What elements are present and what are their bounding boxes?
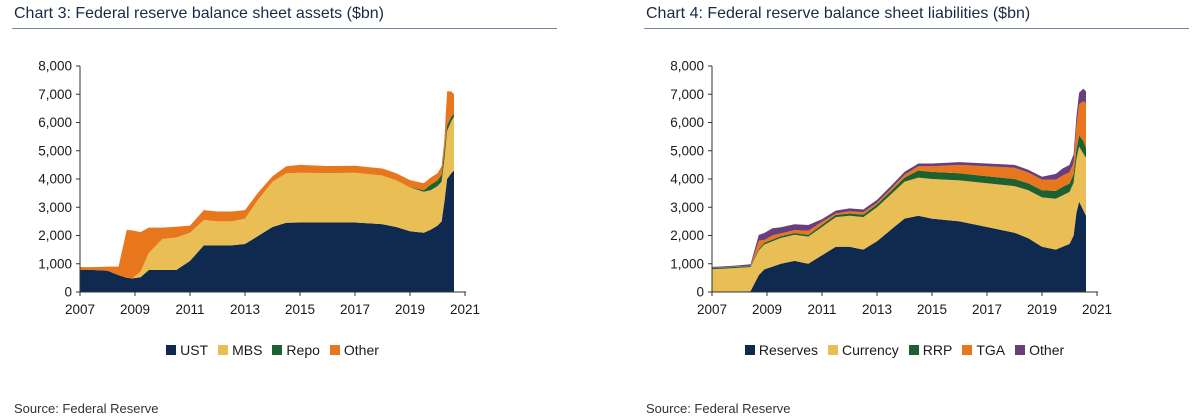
y-tick-label: 2,000	[38, 228, 72, 243]
y-tick-label: 4,000	[670, 172, 704, 187]
legend-item-reserves: Reserves	[744, 342, 818, 358]
legend-label: RRP	[922, 342, 953, 358]
legend-swatch	[1015, 345, 1026, 355]
x-tick-label: 2017	[972, 302, 1002, 317]
legend-item-other: Other	[1015, 342, 1064, 358]
x-tick-label: 2007	[697, 302, 727, 317]
area-series-reserves	[712, 201, 1086, 292]
x-tick-label: 2007	[65, 302, 95, 317]
y-tick-label: 0	[696, 285, 704, 300]
legend-item-repo: Repo	[272, 342, 320, 358]
legend-swatch	[272, 345, 283, 355]
area-series-mbs	[80, 116, 454, 279]
x-tick-label: 2015	[917, 302, 947, 317]
y-tick-label: 5,000	[670, 143, 704, 158]
source-note: Source: Federal Reserve	[646, 401, 791, 416]
x-tick-label: 2017	[340, 302, 370, 317]
liabilities-chart-panel: Chart 4: Federal reserve balance sheet l…	[632, 0, 1192, 420]
legend-label: MBS	[232, 342, 263, 358]
y-tick-label: 3,000	[38, 200, 72, 215]
chart-title: Chart 3: Federal reserve balance sheet a…	[14, 5, 384, 22]
chart-legend: Reserves Currency RRP TGA Other	[632, 342, 1177, 358]
legend-swatch	[329, 345, 340, 355]
legend-label: Other	[343, 342, 379, 358]
legend-swatch	[962, 345, 973, 355]
x-tick-label: 2019	[1027, 302, 1057, 317]
y-tick-label: 0	[64, 285, 72, 300]
assets-chart-panel: Chart 3: Federal reserve balance sheet a…	[0, 0, 560, 420]
source-note: Source: Federal Reserve	[14, 401, 159, 416]
y-tick-label: 8,000	[670, 59, 704, 74]
y-tick-label: 1,000	[38, 256, 72, 271]
legend-swatch	[908, 345, 919, 355]
x-tick-label: 2019	[395, 302, 425, 317]
liabilities-area-chart: 0 1,000 2,000 3,000 4,000 5,000 6,000 7,000 8,00…	[670, 59, 1112, 318]
legend-swatch	[827, 345, 838, 355]
y-tick-label: 7,000	[670, 87, 704, 102]
y-tick-label: 3,000	[670, 200, 704, 215]
legend-swatch	[218, 345, 229, 355]
legend-item-ust: UST	[166, 342, 208, 358]
x-tick-label: 2011	[807, 302, 836, 317]
area-series-currency	[712, 146, 1086, 292]
y-tick-label: 4,000	[38, 172, 72, 187]
legend-item-currency: Currency	[827, 342, 899, 358]
legend-label: Reserves	[758, 342, 818, 358]
assets-area-chart: 0 1,000 2,000 3,000 4,000 5,000 6,000 7,000 8,00…	[38, 59, 480, 318]
legend-label: Repo	[286, 342, 320, 358]
x-tick-label: 2013	[862, 302, 892, 317]
y-tick-label: 5,000	[38, 143, 72, 158]
y-tick-label: 1,000	[670, 256, 704, 271]
x-tick-label: 2021	[450, 302, 480, 317]
title-divider	[644, 28, 1189, 29]
legend-label: Currency	[841, 342, 899, 358]
y-tick-label: 2,000	[670, 228, 704, 243]
area-series-ust	[80, 170, 454, 292]
x-tick-label: 2015	[285, 302, 315, 317]
legend-swatch	[166, 345, 177, 355]
chart-legend: UST MBS Repo Other	[0, 342, 545, 358]
title-divider	[12, 28, 557, 29]
legend-item-rrp: RRP	[908, 342, 953, 358]
x-tick-label: 2021	[1082, 302, 1112, 317]
legend-item-other: Other	[329, 342, 379, 358]
area-series-other	[712, 88, 1086, 268]
legend-label: UST	[180, 342, 209, 358]
area-series-other	[80, 91, 454, 279]
chart-title: Chart 4: Federal reserve balance sheet l…	[646, 5, 1031, 22]
x-tick-label: 2013	[230, 302, 260, 317]
y-tick-label: 7,000	[38, 87, 72, 102]
y-tick-label: 6,000	[38, 115, 72, 130]
legend-label: TGA	[976, 342, 1006, 358]
legend-item-mbs: MBS	[218, 342, 262, 358]
area-series-rrp	[712, 135, 1086, 270]
legend-label: Other	[1029, 342, 1065, 358]
x-tick-label: 2011	[175, 302, 204, 317]
x-tick-label: 2009	[120, 302, 150, 317]
x-tick-label: 2009	[752, 302, 782, 317]
legend-swatch	[744, 345, 755, 355]
y-tick-label: 8,000	[38, 59, 72, 74]
y-tick-label: 6,000	[670, 115, 704, 130]
legend-item-tga: TGA	[962, 342, 1005, 358]
